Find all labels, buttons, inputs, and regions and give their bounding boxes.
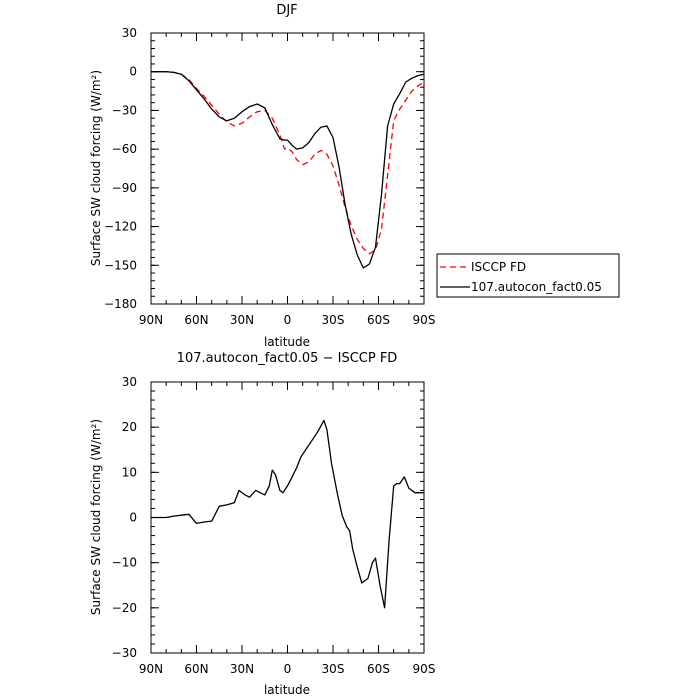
- bottom-x-axis-title: latitude: [264, 683, 310, 697]
- top-y-tick-label: −30: [112, 103, 137, 117]
- bottom-y-tick-label: 10: [122, 465, 137, 479]
- bottom-x-tick-label: 90N: [139, 662, 163, 676]
- top-x-axis-title: latitude: [264, 335, 310, 349]
- top-x-tick-label: 90N: [139, 313, 163, 327]
- top-chart: DJF 90N 60N 30N 0 30S 60S 90S 30 0 −30 −60 −90 −120…: [89, 3, 620, 349]
- bottom-y-tick-label: 0: [129, 511, 137, 525]
- top-y-tick-label: −120: [104, 220, 137, 234]
- legend-box: [436, 253, 620, 298]
- bottom-series-line-0: [151, 419, 424, 609]
- top-y-tick-label: −90: [112, 181, 137, 195]
- bottom-y-tick-label: −10: [112, 556, 137, 570]
- top-y-tick-label: −180: [104, 297, 137, 311]
- bottom-x-tick-label: 60N: [184, 662, 208, 676]
- bottom-chart-title: 107.autocon_fact0.05 − ISCCP FD: [177, 351, 398, 366]
- legend-label-model: 107.autocon_fact0.05: [471, 280, 602, 294]
- top-x-tick-label: 0: [284, 313, 292, 327]
- legend-label-isccp: ISCCP FD: [471, 260, 526, 274]
- bottom-x-tick-label: 60S: [367, 662, 390, 676]
- bottom-y-tick-label: −20: [112, 601, 137, 615]
- top-y-axis-title: Surface SW cloud forcing (W/m²): [89, 70, 103, 266]
- top-legend: ISCCP FD 107.autocon_fact0.05: [436, 253, 620, 298]
- top-x-tick-label: 60S: [367, 313, 390, 327]
- top-x-tick-label: 30S: [322, 313, 345, 327]
- top-x-tick-label: 90S: [413, 313, 436, 327]
- bottom-chart: 107.autocon_fact0.05 − ISCCP FD 90N 60N 30…: [89, 351, 435, 697]
- bottom-x-tick-labels: 90N 60N 30N 0 30S 60S 90S: [139, 662, 436, 676]
- top-plot-frame: [150, 32, 425, 305]
- top-series-lines: [151, 71, 425, 269]
- top-series-line-0: [151, 71, 425, 255]
- bottom-x-tick-label: 90S: [413, 662, 436, 676]
- top-y-tick-label: −150: [104, 258, 137, 272]
- top-tick-marks: [150, 32, 425, 305]
- top-x-tick-labels: 90N 60N 30N 0 30S 60S 90S: [139, 313, 436, 327]
- top-chart-title: DJF: [276, 3, 297, 18]
- bottom-x-tick-label: 30N: [230, 662, 254, 676]
- bottom-series-lines: [151, 419, 424, 609]
- bottom-x-tick-label: 30S: [322, 662, 345, 676]
- top-y-tick-labels: 30 0 −30 −60 −90 −120 −150 −180: [104, 26, 137, 311]
- bottom-y-tick-labels: 30 20 10 0 −10 −20 −30: [112, 375, 137, 660]
- top-series-line-1: [151, 71, 425, 269]
- top-y-tick-label: 30: [122, 26, 137, 40]
- bottom-x-tick-label: 0: [284, 662, 292, 676]
- bottom-y-tick-label: −30: [112, 646, 137, 660]
- bottom-tick-marks: [150, 381, 425, 654]
- bottom-y-axis-title: Surface SW cloud forcing (W/m²): [89, 419, 103, 615]
- top-x-tick-label: 30N: [230, 313, 254, 327]
- bottom-y-tick-label: 30: [122, 375, 137, 389]
- top-y-tick-label: −60: [112, 142, 137, 156]
- top-y-tick-label: 0: [129, 65, 137, 79]
- bottom-y-tick-label: 20: [122, 420, 137, 434]
- top-x-tick-label: 60N: [184, 313, 208, 327]
